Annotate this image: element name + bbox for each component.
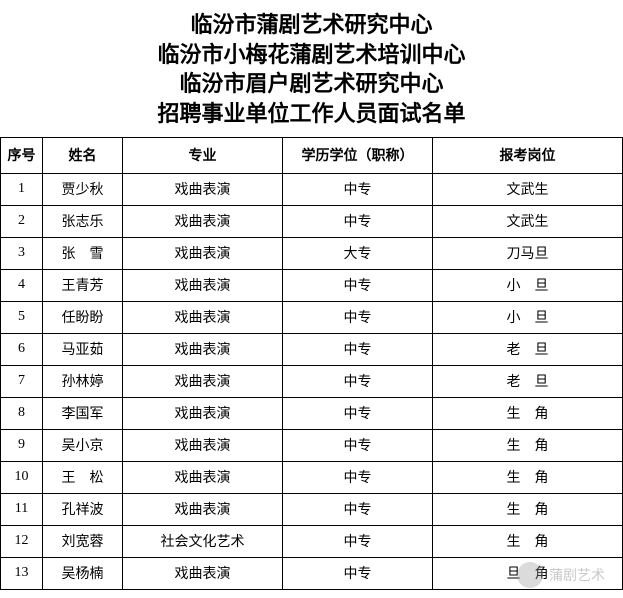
- cell-name: 王 松: [43, 461, 123, 493]
- cell-edu: 中专: [283, 269, 433, 301]
- cell-seq: 1: [1, 173, 43, 205]
- cell-edu: 中专: [283, 525, 433, 557]
- title-line-4: 招聘事业单位工作人员面试名单: [0, 99, 623, 129]
- cell-position: 旦 角: [433, 557, 623, 589]
- cell-edu: 中专: [283, 365, 433, 397]
- cell-seq: 7: [1, 365, 43, 397]
- cell-name: 吴杨楠: [43, 557, 123, 589]
- col-name: 姓名: [43, 137, 123, 173]
- cell-position: 生 角: [433, 493, 623, 525]
- cell-major: 戏曲表演: [123, 205, 283, 237]
- cell-major: 戏曲表演: [123, 429, 283, 461]
- cell-seq: 4: [1, 269, 43, 301]
- cell-edu: 中专: [283, 205, 433, 237]
- cell-major: 社会文化艺术: [123, 525, 283, 557]
- table-row: 4王青芳戏曲表演中专小 旦: [1, 269, 623, 301]
- cell-seq: 10: [1, 461, 43, 493]
- cell-position: 刀马旦: [433, 237, 623, 269]
- cell-name: 贾少秋: [43, 173, 123, 205]
- cell-name: 孙林婷: [43, 365, 123, 397]
- cell-edu: 中专: [283, 461, 433, 493]
- cell-major: 戏曲表演: [123, 493, 283, 525]
- title-line-1: 临汾市蒲剧艺术研究中心: [0, 10, 623, 40]
- cell-edu: 中专: [283, 557, 433, 589]
- cell-position: 小 旦: [433, 301, 623, 333]
- table-row: 13吴杨楠戏曲表演中专旦 角: [1, 557, 623, 589]
- cell-position: 生 角: [433, 429, 623, 461]
- cell-name: 张 雪: [43, 237, 123, 269]
- table-row: 10王 松戏曲表演中专生 角: [1, 461, 623, 493]
- table-row: 9吴小京戏曲表演中专生 角: [1, 429, 623, 461]
- table-row: 5任盼盼戏曲表演中专小 旦: [1, 301, 623, 333]
- cell-seq: 3: [1, 237, 43, 269]
- title-line-3: 临汾市眉户剧艺术研究中心: [0, 69, 623, 99]
- cell-edu: 中专: [283, 429, 433, 461]
- col-major: 专业: [123, 137, 283, 173]
- title-line-2: 临汾市小梅花蒲剧艺术培训中心: [0, 40, 623, 70]
- table-row: 6马亚茹戏曲表演中专老 旦: [1, 333, 623, 365]
- cell-edu: 中专: [283, 301, 433, 333]
- cell-major: 戏曲表演: [123, 301, 283, 333]
- cell-major: 戏曲表演: [123, 237, 283, 269]
- cell-name: 孔祥波: [43, 493, 123, 525]
- cell-name: 马亚茹: [43, 333, 123, 365]
- table-body: 1贾少秋戏曲表演中专文武生2张志乐戏曲表演中专文武生3张 雪戏曲表演大专刀马旦4…: [1, 173, 623, 589]
- table-row: 1贾少秋戏曲表演中专文武生: [1, 173, 623, 205]
- cell-seq: 11: [1, 493, 43, 525]
- cell-position: 老 旦: [433, 365, 623, 397]
- cell-major: 戏曲表演: [123, 461, 283, 493]
- cell-name: 刘宽蓉: [43, 525, 123, 557]
- cell-name: 王青芳: [43, 269, 123, 301]
- cell-edu: 中专: [283, 333, 433, 365]
- title-block: 临汾市蒲剧艺术研究中心 临汾市小梅花蒲剧艺术培训中心 临汾市眉户剧艺术研究中心 …: [0, 0, 623, 137]
- cell-position: 文武生: [433, 173, 623, 205]
- cell-name: 吴小京: [43, 429, 123, 461]
- cell-position: 生 角: [433, 461, 623, 493]
- cell-major: 戏曲表演: [123, 557, 283, 589]
- cell-major: 戏曲表演: [123, 173, 283, 205]
- cell-position: 小 旦: [433, 269, 623, 301]
- cell-major: 戏曲表演: [123, 269, 283, 301]
- cell-edu: 大专: [283, 237, 433, 269]
- cell-name: 任盼盼: [43, 301, 123, 333]
- cell-seq: 2: [1, 205, 43, 237]
- cell-seq: 13: [1, 557, 43, 589]
- col-seq: 序号: [1, 137, 43, 173]
- cell-position: 文武生: [433, 205, 623, 237]
- cell-position: 生 角: [433, 397, 623, 429]
- table-row: 12刘宽蓉社会文化艺术中专生 角: [1, 525, 623, 557]
- cell-major: 戏曲表演: [123, 397, 283, 429]
- table-row: 11孔祥波戏曲表演中专生 角: [1, 493, 623, 525]
- cell-edu: 中专: [283, 173, 433, 205]
- cell-edu: 中专: [283, 493, 433, 525]
- cell-seq: 8: [1, 397, 43, 429]
- cell-position: 生 角: [433, 525, 623, 557]
- cell-seq: 12: [1, 525, 43, 557]
- table-row: 7孙林婷戏曲表演中专老 旦: [1, 365, 623, 397]
- roster-table: 序号 姓名 专业 学历学位（职称） 报考岗位 1贾少秋戏曲表演中专文武生2张志乐…: [0, 137, 623, 590]
- cell-name: 张志乐: [43, 205, 123, 237]
- table-row: 8李国军戏曲表演中专生 角: [1, 397, 623, 429]
- col-edu: 学历学位（职称）: [283, 137, 433, 173]
- cell-edu: 中专: [283, 397, 433, 429]
- cell-seq: 5: [1, 301, 43, 333]
- cell-major: 戏曲表演: [123, 365, 283, 397]
- cell-seq: 9: [1, 429, 43, 461]
- cell-seq: 6: [1, 333, 43, 365]
- cell-position: 老 旦: [433, 333, 623, 365]
- cell-major: 戏曲表演: [123, 333, 283, 365]
- table-row: 2张志乐戏曲表演中专文武生: [1, 205, 623, 237]
- table-header-row: 序号 姓名 专业 学历学位（职称） 报考岗位: [1, 137, 623, 173]
- cell-name: 李国军: [43, 397, 123, 429]
- table-row: 3张 雪戏曲表演大专刀马旦: [1, 237, 623, 269]
- col-position: 报考岗位: [433, 137, 623, 173]
